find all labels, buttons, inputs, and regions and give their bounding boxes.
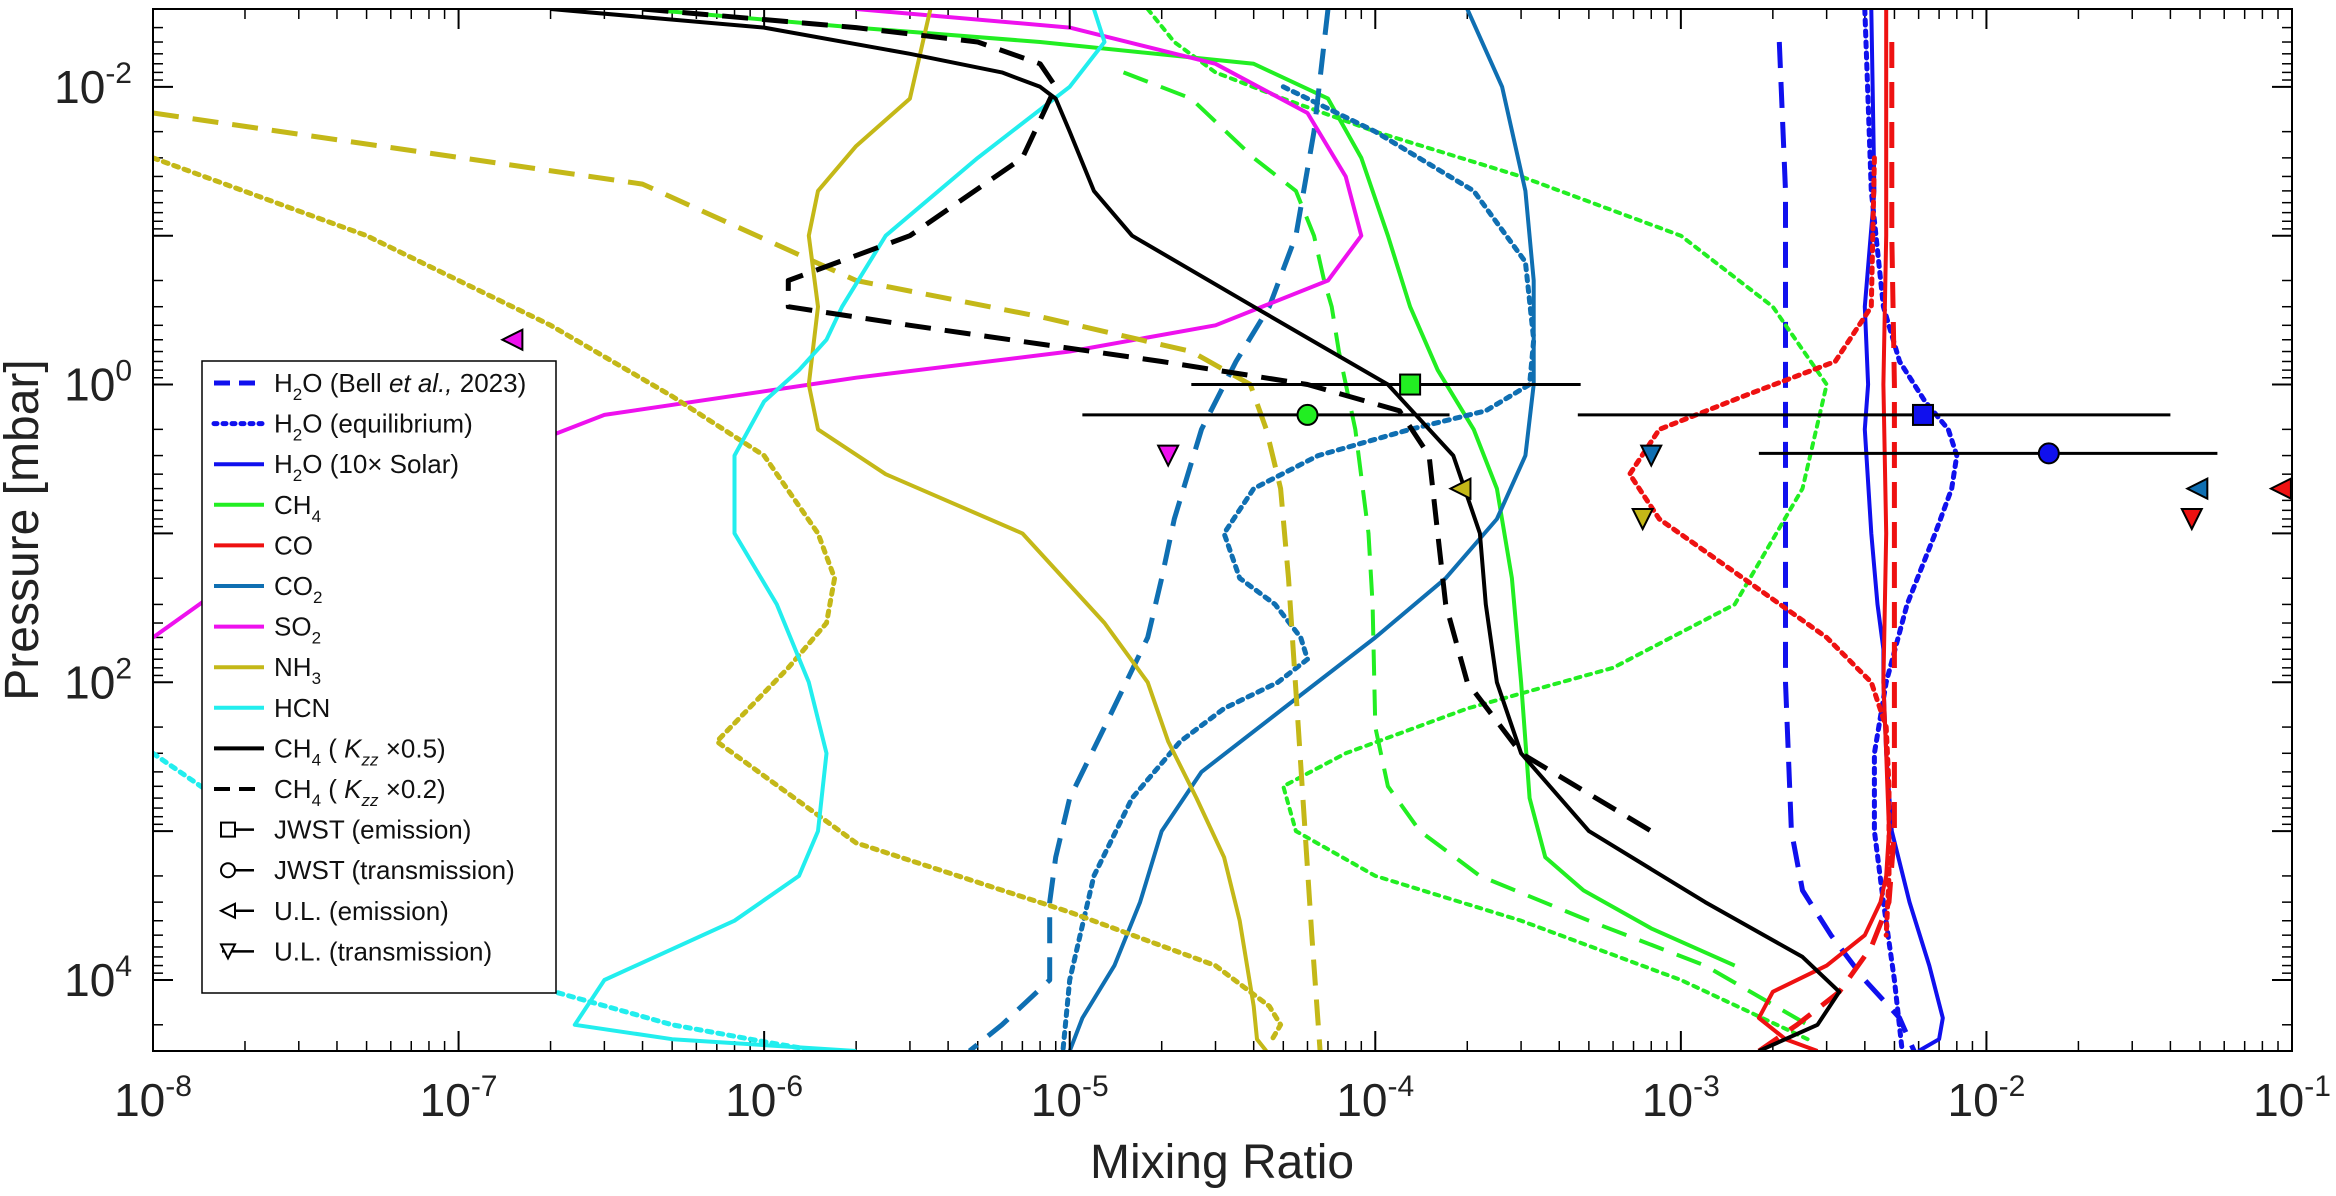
x-tick-label: 10-5 — [1031, 1070, 1109, 1126]
series-layer — [153, 9, 1960, 1051]
legend-label: CH4 ( Kzz ×0.2) — [274, 774, 446, 810]
y-tick-label: 10-2 — [54, 57, 132, 113]
x-tick-label: 10-4 — [1336, 1070, 1414, 1126]
series-line-ch4-dotted — [1145, 9, 1829, 1042]
series-line-ch4-kzz-x0-5 — [550, 9, 1842, 1051]
marker-co-u-l-transmission — [2180, 507, 2204, 532]
series-line-h2o-equilibrium — [1862, 9, 1960, 1051]
series-line-nh3-dashed — [153, 110, 1323, 1051]
legend-marker-tri-down — [219, 943, 237, 961]
y-tick-label: 100 — [64, 355, 132, 411]
legend-label: CO — [274, 530, 313, 560]
marker-h2o-jwst-transmission — [2037, 442, 2060, 465]
legend-label: HCN — [274, 693, 330, 723]
legend-label: H2O (equilibrium) — [274, 409, 473, 445]
series-line-co-dotted — [1627, 155, 1892, 938]
legend-label: CH4 ( Kzz ×0.5) — [274, 733, 446, 769]
marker-nh3-u-l-transmission — [1631, 507, 1655, 532]
y-tick-label: 102 — [64, 652, 132, 708]
marker-ch4-jwst-transmission — [1296, 403, 1319, 426]
legend-label: CH4 — [274, 490, 321, 526]
legend: H2O (Bell et al., 2023) H2O (equilibrium)… — [201, 360, 557, 994]
plot-frame — [152, 8, 2293, 1052]
series-line-h2o-bell-et-al-2023 — [1776, 41, 1917, 1051]
y-tick-label: 104 — [64, 950, 132, 1006]
series-line-ch4-dashed — [1122, 70, 1809, 1027]
marker-co2-u-l-transmission — [1639, 444, 1663, 468]
data-points-layer — [500, 328, 2292, 532]
x-tick-label: 10-7 — [420, 1070, 498, 1126]
x-tick-label: 10-8 — [114, 1070, 192, 1126]
legend-label: H2O (Bell et al., 2023) — [274, 368, 526, 404]
series-line-co2-dashed — [967, 9, 1331, 1051]
x-tick-label: 10-2 — [1947, 1070, 2025, 1126]
marker-co2-u-l-emission — [2185, 476, 2209, 501]
legend-label: JWST (emission) — [274, 815, 471, 845]
series-line-so2 — [153, 9, 1364, 640]
legend-label: SO2 — [274, 612, 321, 648]
series-line-ch4 — [642, 9, 1736, 968]
marker-so2-u-l-transmission — [1156, 444, 1180, 468]
series-line-co2-dotted — [1060, 84, 1537, 1051]
x-tick-label: 10-3 — [1642, 1070, 1720, 1126]
legend-label: NH3 — [274, 652, 321, 688]
x-tick-label: 10-1 — [2253, 1070, 2331, 1126]
legend-label: H2O (10× Solar) — [274, 449, 459, 485]
legend-marker-circle — [220, 862, 236, 879]
legend-label: U.L. (transmission) — [274, 936, 492, 966]
marker-h2o-jwst-emission — [1911, 403, 1934, 426]
x-tick-labels: 10-8 10-7 10-6 10-5 10-4 10-3 10-2 10-1 — [114, 1070, 2331, 1126]
x-tick-label: 10-6 — [725, 1070, 803, 1126]
legend-marker-square — [220, 821, 236, 838]
y-axis-label: Pressure [mbar] — [0, 359, 49, 700]
legend-label: CO2 — [274, 571, 322, 607]
legend-box — [201, 360, 557, 994]
legend-label: JWST (transmission) — [274, 855, 515, 885]
minor-ticks — [153, 8, 2292, 1052]
series-line-nh3-dotted — [153, 155, 1284, 1042]
legend-label: U.L. (emission) — [274, 896, 449, 926]
marker-co-u-l-emission — [2268, 476, 2292, 501]
series-line-co — [1756, 9, 1891, 1051]
series-line-nh3 — [806, 9, 1268, 1051]
series-line-co-dashed — [1757, 42, 1897, 1051]
x-axis-label: Mixing Ratio — [1090, 1136, 1354, 1189]
y-tick-labels: 10-2 100 102 104 — [54, 57, 132, 1006]
marker-nh3-u-l-emission — [1448, 476, 1472, 501]
series-line-ch4-kzz-x0-2 — [642, 9, 1653, 834]
major-ticks — [152, 9, 2293, 1051]
marker-ch4-jwst-emission — [1399, 373, 1422, 396]
marker-so2-u-l-emission — [500, 328, 524, 352]
series-line-hcn — [572, 9, 1107, 1051]
legend-marker-tri-left — [218, 902, 236, 920]
